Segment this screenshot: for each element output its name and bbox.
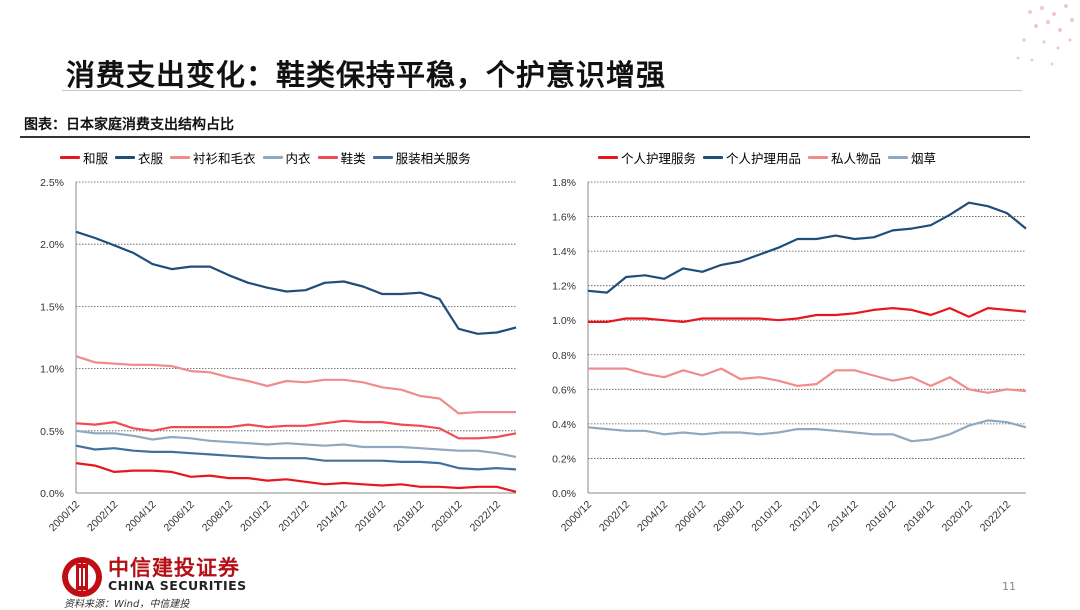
y-tick-label: 0.0% bbox=[552, 488, 576, 500]
legend-swatch bbox=[888, 155, 909, 159]
series-line-0 bbox=[588, 307, 1027, 323]
legend-label: 烟草 bbox=[911, 150, 937, 166]
data-source-note: 资料来源：Wind，中信建投 bbox=[64, 599, 190, 610]
y-tick-label: 0.0% bbox=[40, 488, 64, 500]
legend-item-2: 衬衫和毛衣 bbox=[170, 148, 256, 167]
chart-right-personal-care-shares: 0.0% 0.2% 0.4% 0.6% 0.8% 1.0% 1.2% 1.4% 1.6% 1.8%… bbox=[552, 177, 1027, 534]
legend-label: 个人护理用品 bbox=[726, 150, 802, 166]
legend-label: 衬衫和毛衣 bbox=[193, 150, 256, 166]
chart-left-clothing-shares: 0.0%0.5%1.0%1.5%2.0%2.5%2000/12 2002/12 20… bbox=[40, 177, 517, 534]
series-line-1 bbox=[587, 201, 1027, 294]
y-tick-label: 0.4% bbox=[552, 419, 576, 431]
series-line-4 bbox=[75, 419, 517, 440]
series-line-1 bbox=[75, 230, 517, 335]
x-tick-label: 2022/12 bbox=[978, 499, 1013, 534]
legend-item-0: 和服 bbox=[60, 148, 108, 167]
y-tick-label: 1.0% bbox=[552, 315, 576, 327]
legend-swatch bbox=[372, 155, 393, 159]
x-tick-label: 2022/12 bbox=[468, 499, 503, 534]
y-tick-label: 2.0% bbox=[40, 239, 64, 251]
legend-swatch bbox=[598, 155, 618, 159]
y-tick-label: 0.6% bbox=[552, 384, 576, 396]
legend-label: 和服 bbox=[83, 150, 109, 166]
legend-item-3: 烟草 bbox=[888, 148, 936, 167]
y-tick-label: 1.0% bbox=[40, 364, 64, 376]
y-tick-label: 2.5% bbox=[40, 177, 64, 189]
y-tick-label: 1.5% bbox=[40, 301, 64, 313]
legend-label: 内衣 bbox=[285, 150, 311, 166]
legend-item-1: 衣服 bbox=[115, 148, 163, 167]
legend-swatch bbox=[703, 155, 724, 159]
title-divider bbox=[62, 90, 1022, 91]
figure-caption: 图表：日本家庭消费支出结构占比 bbox=[24, 117, 234, 133]
x-tick-label: 2002/12 bbox=[85, 499, 120, 534]
citic-logo-icon bbox=[62, 557, 102, 597]
legend-item-4: 鞋类 bbox=[317, 148, 366, 167]
y-tick-label: 0.8% bbox=[552, 350, 576, 362]
legend-swatch bbox=[317, 155, 338, 159]
legend-item-3: 内衣 bbox=[262, 148, 311, 167]
x-tick-label: 2008/12 bbox=[200, 499, 235, 534]
x-tick-label: 2016/12 bbox=[863, 499, 898, 534]
series-line-2 bbox=[75, 355, 516, 415]
y-tick-label: 1.6% bbox=[552, 212, 576, 224]
x-tick-label: 2000/12 bbox=[47, 499, 82, 534]
series-line-2 bbox=[588, 367, 1027, 394]
page-title: 消费支出变化：鞋类保持平稳，个护意识增强 bbox=[66, 58, 667, 92]
y-tick-label: 1.4% bbox=[552, 246, 576, 258]
x-tick-label: 2016/12 bbox=[353, 499, 388, 534]
x-tick-label: 2004/12 bbox=[635, 499, 670, 534]
legend-label: 衣服 bbox=[138, 150, 164, 166]
x-tick-label: 2006/12 bbox=[162, 499, 197, 534]
x-tick-label: 2012/12 bbox=[787, 499, 822, 534]
corner-dots-decoration bbox=[1016, 4, 1074, 66]
logo-chinese-name: 中信建投证券 bbox=[108, 555, 240, 580]
x-tick-label: 2018/12 bbox=[391, 499, 426, 534]
legend-item-2: 私人物品 bbox=[808, 148, 881, 167]
series-line-5 bbox=[75, 444, 517, 471]
logo-english-name: CHINA SECURITIES bbox=[108, 578, 247, 593]
legend-swatch bbox=[60, 155, 80, 159]
legend-swatch bbox=[170, 155, 191, 159]
legend-swatch bbox=[808, 155, 829, 159]
series-line-3 bbox=[587, 419, 1027, 443]
x-tick-label: 2014/12 bbox=[825, 499, 860, 534]
y-tick-label: 0.5% bbox=[40, 426, 64, 438]
chart-left-legend: 和服 衣服 衬衫和毛衣 内衣 鞋类 服装相关服务 bbox=[60, 148, 478, 166]
y-tick-label: 1.2% bbox=[552, 281, 576, 293]
legend-label: 个人护理服务 bbox=[621, 150, 697, 166]
legend-label: 服装相关服务 bbox=[395, 150, 471, 166]
series-line-3 bbox=[75, 429, 517, 458]
x-tick-label: 2010/12 bbox=[238, 499, 273, 534]
x-tick-label: 2006/12 bbox=[673, 499, 708, 534]
x-tick-label: 2012/12 bbox=[276, 499, 311, 534]
x-tick-label: 2000/12 bbox=[559, 499, 594, 534]
legend-swatch bbox=[115, 155, 136, 159]
x-tick-label: 2018/12 bbox=[902, 499, 937, 534]
y-tick-label: 0.2% bbox=[552, 453, 576, 465]
y-tick-label: 1.8% bbox=[552, 177, 576, 189]
x-tick-label: 2004/12 bbox=[123, 499, 158, 534]
legend-item-1: 个人护理用品 bbox=[703, 148, 801, 167]
series-line-0 bbox=[75, 462, 517, 493]
x-tick-label: 2014/12 bbox=[315, 499, 350, 534]
x-tick-label: 2002/12 bbox=[597, 499, 632, 534]
x-tick-label: 2010/12 bbox=[749, 499, 784, 534]
x-tick-label: 2020/12 bbox=[940, 499, 975, 534]
page-number: 11 bbox=[1002, 580, 1016, 593]
caption-divider bbox=[20, 136, 1030, 138]
legend-label: 鞋类 bbox=[340, 150, 366, 166]
legend-item-0: 个人护理服务 bbox=[598, 148, 696, 167]
legend-item-5: 服装相关服务 bbox=[372, 148, 471, 167]
chart-right-legend: 个人护理服务 个人护理用品 私人物品 烟草 bbox=[598, 148, 943, 166]
x-tick-label: 2020/12 bbox=[429, 499, 464, 534]
x-tick-label: 2008/12 bbox=[711, 499, 746, 534]
legend-swatch bbox=[262, 155, 283, 159]
legend-label: 私人物品 bbox=[831, 150, 882, 166]
